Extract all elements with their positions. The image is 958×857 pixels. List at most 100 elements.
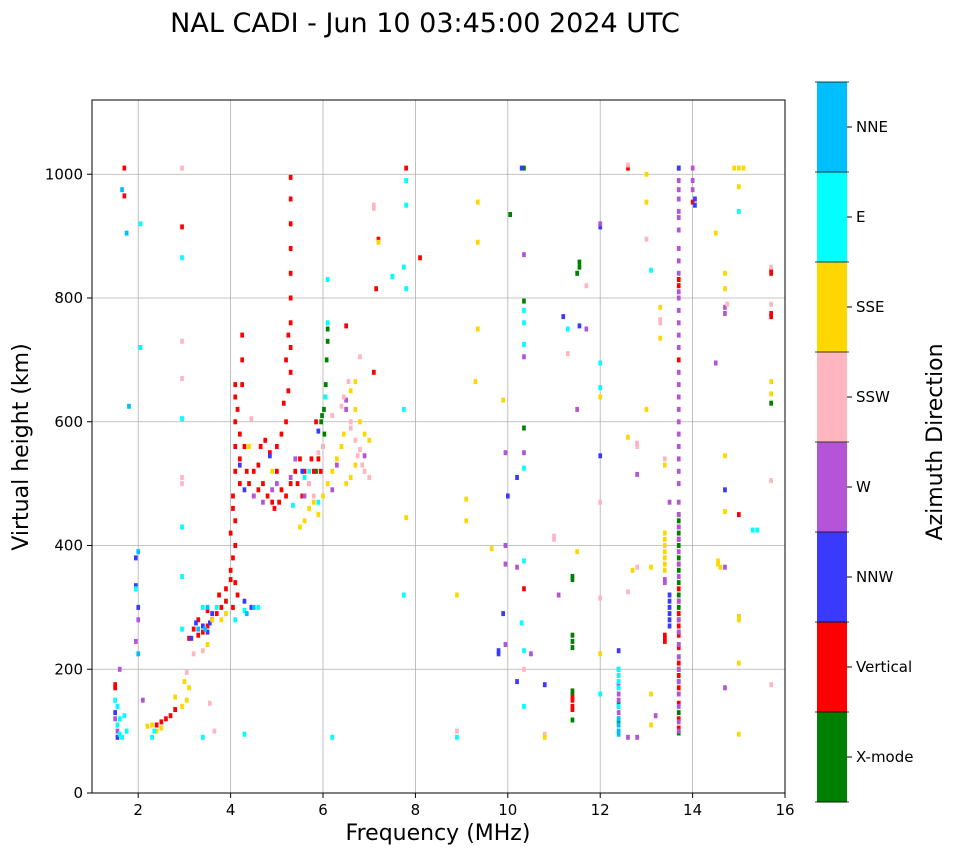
echo-cell-x-mode [616,719,621,725]
colorbar-segment-w [817,442,847,533]
echo-cell-x-mode [570,577,575,583]
echo-cell-nne [136,549,141,555]
echo-cell-e [242,731,247,737]
echo-cell-sse [307,505,311,511]
echo-cell-vertical [769,267,773,273]
echo-cell-e [455,734,459,740]
echo-cell-sse [159,725,164,731]
echo-cell-sse [737,614,741,620]
echo-cell-vertical [122,165,127,171]
echo-cell-nnw [506,493,510,499]
echo-cell-nne [196,626,201,632]
echo-cell-sse [353,379,358,385]
echo-cell-ssw [372,202,376,208]
echo-cell-e [124,728,129,734]
echo-cell-ssw [725,301,730,307]
echo-cell-ssw [598,499,603,505]
echo-cell-ssw [201,648,205,654]
echo-cell-sse [187,685,191,691]
echo-cell-vertical [676,660,681,666]
echo-cell-sse [353,406,358,412]
echo-cell-ssw [191,651,196,657]
echo-cell-w [676,703,681,709]
echo-cell-nnw [210,611,214,617]
echo-cell-ssw [598,595,603,601]
echo-cell-ssw [358,447,362,453]
echo-cell-vertical [676,685,681,691]
echo-cell-nne [120,187,124,193]
echo-cell-e [404,202,408,208]
echo-cell-ssw [180,165,184,171]
echo-cell-nne [616,722,621,728]
echo-cell-sse [455,592,459,598]
echo-cell-vertical [228,567,233,573]
echo-cell-w [676,406,681,412]
echo-cell-sse [663,462,667,468]
echo-cell-vertical [344,323,348,329]
echo-cell-w [676,666,681,672]
echo-cell-sse [663,555,667,561]
echo-cell-ssw [542,731,547,737]
echo-cell-x-mode [769,400,773,406]
echo-cell-sse [737,184,741,190]
azimuth-colorbar: X-mode Vertical NNW W SSW SSE E NNE [815,81,913,803]
echo-cell-x-mode [676,604,681,610]
echo-cell-sse [649,564,653,570]
echo-cell-vertical [288,246,293,251]
echo-cell-w [503,450,508,456]
echo-cell-vertical [277,499,281,505]
x-axis-label: Frequency (MHz) [346,821,531,846]
colorbar-tick-label: X-mode [856,748,913,766]
echo-cell-ssw [353,437,358,443]
echo-cell-vertical [288,270,293,276]
echo-cell-w [113,716,117,722]
echo-cell-e [150,734,154,740]
echo-cell-w [713,360,718,366]
echo-cell-x-mode [522,165,526,171]
plot-background [92,100,785,793]
echo-cell-ssw [372,205,376,211]
echo-cell-vertical [293,468,298,474]
echo-cell-vertical [309,456,314,462]
echo-cell-vertical [235,592,240,598]
echo-cell-e [598,691,603,697]
y-axis-ticks: 0 200 400 600 800 1000 [45,165,92,802]
echo-cell-ssw [644,236,649,242]
echo-cell-w [134,638,138,644]
echo-cell-w [667,499,672,505]
echo-cell-e [522,341,526,347]
echo-cell-w [616,710,621,716]
echo-cell-w [261,499,265,505]
echo-cell-sse [339,444,344,449]
echo-cell-nnw [693,202,697,208]
echo-cell-vertical [690,199,695,205]
echo-cell-nnw [249,604,254,610]
echo-cell-vertical [272,505,277,511]
echo-cell-w [723,304,727,310]
echo-cell-sse [663,530,667,536]
echo-cell-x-mode [570,574,575,579]
echo-cell-sse [658,335,663,341]
echo-cell-w [344,397,348,403]
echo-cell-e [616,703,621,709]
echo-cell-nnw [515,475,519,480]
echo-cell-vertical [251,468,256,474]
colorbar-segment-vertical [817,622,847,713]
echo-cell-vertical [372,369,376,375]
echo-cell-w [275,481,279,487]
echo-cell-sse [649,722,653,728]
plot-area: 2 4 6 8 10 12 14 16 0 200 400 600 800 1000 [45,99,795,819]
echo-cell-sse [311,499,316,505]
echo-cell-ssw [552,533,556,539]
colorbar-tick-label: E [856,208,865,226]
echo-cell-sse [644,171,649,177]
echo-cell-ssw [355,453,360,459]
echo-cell-w [626,734,630,740]
echo-cell-ssw [769,264,773,270]
echo-cell-nnw [189,635,194,641]
echo-cell-sse [154,728,159,734]
echo-cell-w [288,475,293,480]
echo-cell-e [325,277,330,282]
echo-cell-sse [663,536,667,542]
echo-cell-nnw [136,604,141,610]
